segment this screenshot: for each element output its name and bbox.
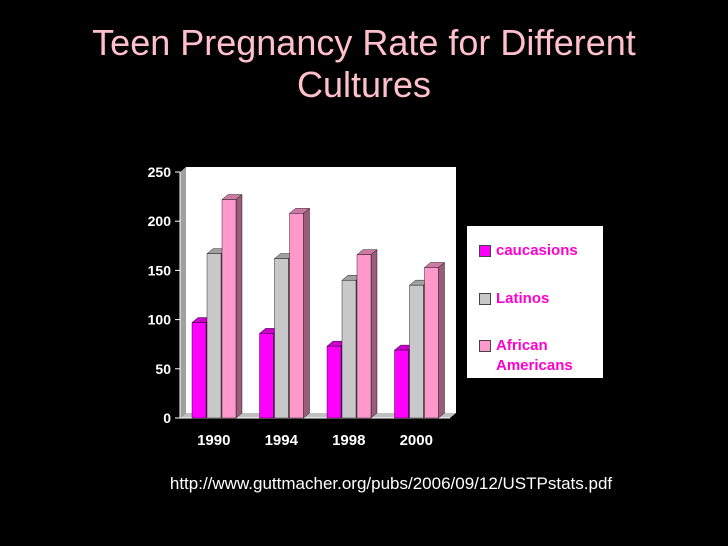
legend-swatch-latinos — [479, 293, 491, 305]
chart-side-wall — [180, 167, 186, 418]
x-tick-label: 1994 — [265, 432, 299, 449]
x-tick-label: 1990 — [197, 432, 230, 449]
source-url: http://www.guttmacher.org/pubs/2006/09/1… — [169, 474, 613, 493]
legend-swatch-caucasions — [479, 245, 491, 257]
legend-label-americans: Americans — [496, 357, 573, 374]
x-tick-label: 2000 — [400, 432, 433, 449]
bar-african-americans-1990 — [221, 199, 237, 419]
chart-legend: caucasions Latinos African Americans — [467, 226, 603, 378]
y-tick-label: 0 — [163, 410, 171, 426]
bar-african-americans-2000 — [424, 267, 439, 419]
title-line-1: Teen Pregnancy Rate for Different — [92, 22, 636, 63]
bar-latinos-1994 — [274, 258, 289, 419]
y-tick-label: 200 — [148, 213, 172, 229]
plot-area: 0 50 100 150 200 250 1990 1994 1998 2000 — [148, 164, 456, 449]
y-tick-label: 100 — [148, 312, 172, 328]
x-tick-label: 1998 — [332, 432, 365, 449]
y-tick-label: 150 — [148, 262, 172, 278]
title-line-2: Cultures — [296, 64, 432, 105]
legend-label-caucasions: caucasions — [496, 242, 578, 259]
bar-side — [370, 249, 378, 419]
legend-swatch-african-americans — [479, 340, 491, 352]
legend-label-latinos: Latinos — [496, 290, 550, 307]
chart-floor — [180, 413, 456, 418]
bar-caucasions-1990 — [191, 322, 207, 419]
bar-caucasions-1994 — [259, 333, 274, 419]
bar-caucasions-1998 — [326, 345, 342, 419]
y-tick-label: 50 — [155, 361, 171, 377]
bar-african-americans-1998 — [356, 254, 372, 419]
y-tick-label: 250 — [148, 164, 172, 180]
slide-title: Teen Pregnancy Rate for Different Cultur… — [0, 22, 728, 106]
bar-side — [438, 262, 445, 419]
bar-african-americans-1994 — [289, 213, 304, 419]
legend-label-african-americans: African Americans — [496, 336, 573, 376]
bar-side — [235, 194, 243, 419]
bar-latinos-1998 — [341, 280, 357, 419]
bar-side — [303, 207, 310, 419]
bar-latinos-1990 — [206, 253, 222, 419]
bar-latinos-2000 — [409, 284, 424, 419]
bar-caucasions-2000 — [394, 349, 409, 419]
legend-label-african: African — [496, 337, 548, 354]
